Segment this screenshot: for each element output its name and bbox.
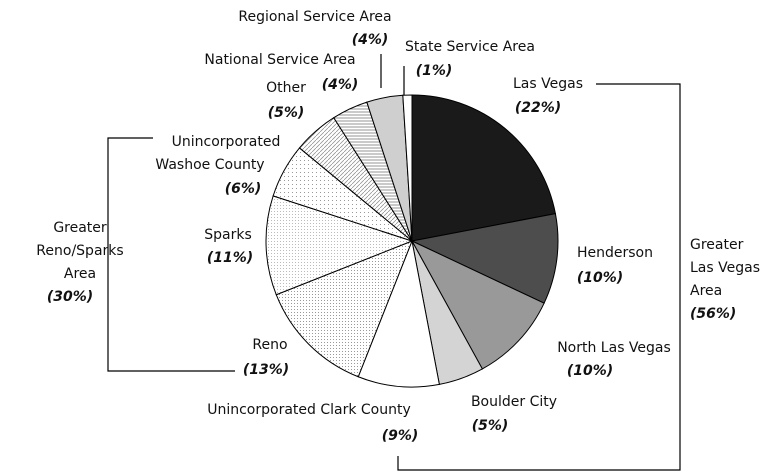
value-label: (22%): [515, 100, 561, 116]
slice-label: North Las Vegas: [557, 340, 671, 356]
group-share: (30%): [47, 289, 93, 305]
group-label: Las Vegas: [690, 260, 760, 276]
value-label: (4%): [322, 77, 359, 93]
group-label: Reno/Sparks: [36, 243, 123, 259]
value-label: (10%): [567, 363, 613, 379]
slice-label: Las Vegas: [513, 76, 583, 92]
value-label: (4%): [352, 32, 389, 48]
pie-slice: [265, 195, 414, 296]
slice-label: Other: [266, 80, 306, 96]
value-label: (11%): [207, 250, 253, 266]
pie-slice: [411, 94, 556, 242]
group-label: Greater: [690, 237, 744, 253]
slice-label: Unincorporated Washoe County: [155, 134, 280, 173]
slice-label: State Service Area: [405, 39, 535, 55]
pie-slice: [275, 240, 413, 378]
group-label: Greater: [53, 220, 107, 236]
pie-slice: [410, 213, 559, 304]
group-share: (56%): [690, 306, 736, 322]
value-label: (1%): [416, 63, 453, 79]
value-label: (13%): [243, 362, 289, 378]
value-label: (5%): [268, 105, 305, 121]
slice-label-line: Unincorporated: [172, 134, 281, 150]
value-label: (9%): [382, 428, 419, 444]
slice-label: Regional Service Area: [238, 9, 391, 25]
value-label: (10%): [577, 270, 623, 286]
slice-label-line: Washoe County: [155, 157, 264, 173]
group-label: Area: [690, 283, 722, 299]
slice-label: Sparks: [204, 227, 252, 243]
group-label: Area: [64, 266, 96, 282]
slice-label: Unincorporated Clark County: [207, 402, 411, 418]
pie-slice: [402, 94, 413, 242]
bracket: [107, 137, 235, 372]
value-label: (5%): [472, 418, 509, 434]
value-label: (6%): [225, 181, 262, 197]
slice-label: National Service Area: [204, 52, 355, 68]
pie-slice: [410, 239, 545, 370]
bracket: [397, 83, 681, 471]
slice-label: Henderson: [577, 245, 653, 261]
slice-label: Boulder City: [471, 394, 557, 410]
slice-label: Reno: [252, 337, 287, 353]
pie-slice: [357, 239, 440, 388]
